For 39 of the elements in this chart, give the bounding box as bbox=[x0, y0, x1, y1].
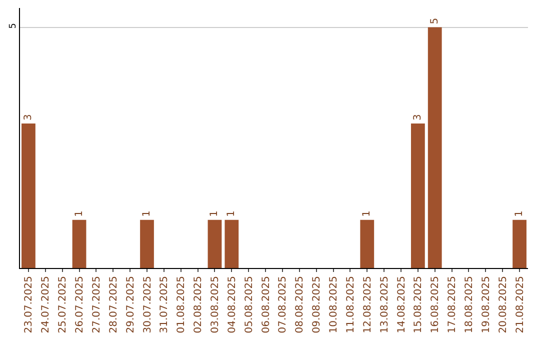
x-tick-label: 02.08.2025 bbox=[193, 276, 204, 334]
x-tick-label: 31.07.2025 bbox=[159, 276, 170, 334]
data-label: 3 bbox=[412, 114, 424, 121]
x-tick-label: 29.07.2025 bbox=[125, 276, 136, 334]
x-tick-label: 10.08.2025 bbox=[328, 276, 340, 334]
x-tick-label: 09.08.2025 bbox=[312, 276, 323, 334]
x-tick-label: 15.08.2025 bbox=[413, 276, 424, 334]
x-tick-label: 27.07.2025 bbox=[91, 276, 102, 334]
data-label: 1 bbox=[226, 210, 238, 217]
data-label: 1 bbox=[209, 210, 220, 217]
x-tick-label: 26.07.2025 bbox=[74, 276, 86, 334]
x-tick-label: 20.08.2025 bbox=[498, 276, 509, 334]
x-tick-label: 30.07.2025 bbox=[142, 276, 154, 334]
x-tick-label: 06.08.2025 bbox=[260, 276, 272, 334]
x-tick-label: 25.07.2025 bbox=[58, 276, 69, 334]
x-tick-label: 17.08.2025 bbox=[447, 276, 458, 334]
data-label: 1 bbox=[514, 210, 526, 217]
x-tick-label: 04.08.2025 bbox=[226, 276, 238, 334]
x-tick-label: 08.08.2025 bbox=[294, 276, 306, 334]
x-tick-label: 11.08.2025 bbox=[345, 276, 356, 334]
x-tick-label: 21.08.2025 bbox=[514, 276, 526, 334]
x-tick-label: 13.08.2025 bbox=[379, 276, 390, 334]
data-label: 1 bbox=[142, 210, 152, 217]
data-label: 1 bbox=[362, 210, 373, 217]
x-tick-label: 24.07.2025 bbox=[40, 276, 52, 334]
x-tick-label: 28.07.2025 bbox=[108, 276, 120, 334]
x-tick-label: 18.08.2025 bbox=[464, 276, 475, 334]
data-label: 3 bbox=[22, 114, 34, 121]
x-tick-label: 01.08.2025 bbox=[176, 276, 188, 334]
x-tick-label: 07.08.2025 bbox=[278, 276, 289, 334]
data-label: 5 bbox=[429, 18, 440, 24]
x-tick-label: 12.08.2025 bbox=[362, 276, 374, 334]
x-tick-label: 14.08.2025 bbox=[396, 276, 408, 334]
x-tick-label: 23.07.2025 bbox=[24, 276, 35, 334]
data-label: 1 bbox=[74, 210, 85, 217]
x-tick-label: 19.08.2025 bbox=[480, 276, 492, 334]
x-tick-label: 03.08.2025 bbox=[210, 276, 221, 334]
x-tick-label: 05.08.2025 bbox=[244, 276, 255, 334]
x-tick-label: 16.08.2025 bbox=[430, 276, 442, 334]
